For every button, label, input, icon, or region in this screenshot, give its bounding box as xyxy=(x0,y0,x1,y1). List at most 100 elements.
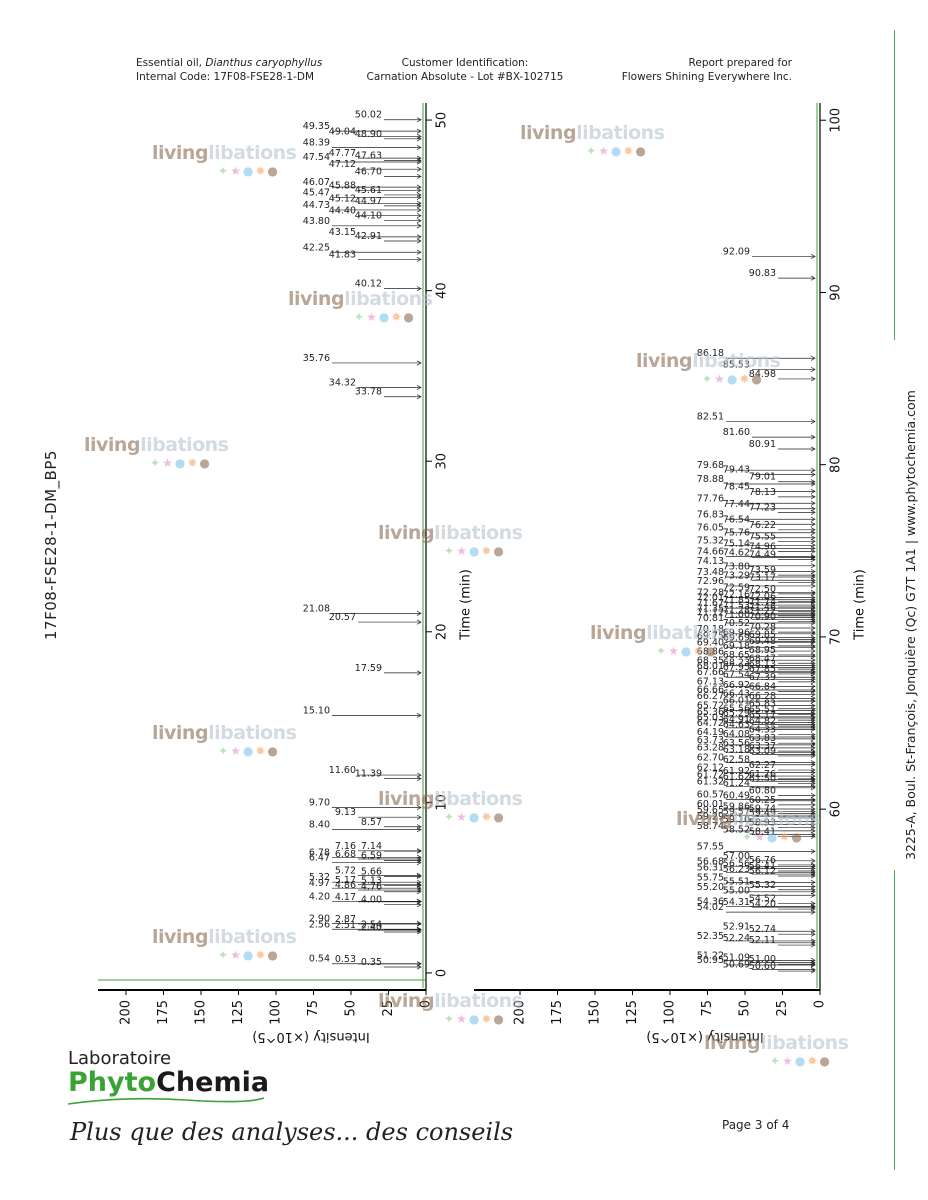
peak-arrow xyxy=(416,155,422,161)
peak-label: 52.91 xyxy=(723,921,750,932)
peak-label: 65.36 xyxy=(697,707,724,718)
peak-label: 74.96 xyxy=(749,541,776,552)
peak-label: 71.85 xyxy=(723,595,750,606)
peak-label: 71.35 xyxy=(697,604,724,615)
time-tick-label: 90 xyxy=(829,284,844,301)
peak-label: 42.91 xyxy=(355,231,382,242)
peak-label: 66.84 xyxy=(749,681,776,692)
time-tick-label: 70 xyxy=(829,629,844,646)
peak-label: 2.54 xyxy=(361,920,382,931)
peak-label: 57.55 xyxy=(697,841,724,852)
peak-arrow xyxy=(810,962,816,968)
peak-arrow xyxy=(416,200,422,206)
peak-label: 47.63 xyxy=(355,150,382,161)
peak-label: 6.78 xyxy=(309,847,330,858)
peak-label: 61.92 xyxy=(723,766,750,777)
peak-arrow xyxy=(416,920,422,926)
peak-arrow xyxy=(810,629,816,635)
peak-arrow xyxy=(810,608,816,614)
intensity-tick-label: 50 xyxy=(344,1000,359,1017)
lab-logo-chemia: Chemia xyxy=(156,1067,270,1098)
peak-label: 68.35 xyxy=(697,655,724,666)
peak-label: 70.52 xyxy=(723,618,750,629)
peak-label: 72.01 xyxy=(697,592,724,603)
peak-arrow xyxy=(416,360,422,366)
header-sample-info: Essential oil, Dianthus caryophyllus Int… xyxy=(136,56,322,84)
peak-arrow xyxy=(416,854,422,860)
peak-label: 58.74 xyxy=(697,821,724,832)
peak-label: 7.14 xyxy=(361,841,382,852)
peak-label: 64.19 xyxy=(697,727,724,738)
peak-label: 11.60 xyxy=(329,765,356,776)
peak-arrow xyxy=(416,192,422,198)
peak-label: 63.37 xyxy=(749,741,776,752)
peak-label: 68.95 xyxy=(749,645,776,656)
peak-arrow xyxy=(810,648,816,654)
peak-arrow xyxy=(810,892,816,898)
peak-label: 67.13 xyxy=(697,676,724,687)
peak-label: 59.86 xyxy=(723,802,750,813)
peak-label: 50.60 xyxy=(749,961,776,972)
peak-label: 43.80 xyxy=(303,216,330,227)
peak-arrow xyxy=(416,879,422,885)
peak-arrow xyxy=(810,957,816,963)
peak-label: 77.23 xyxy=(749,502,776,513)
peak-label: 68.01 xyxy=(697,661,724,672)
peak-arrow xyxy=(810,773,816,779)
peak-arrow xyxy=(810,657,816,663)
header-oil-species: Dianthus caryophyllus xyxy=(205,57,323,69)
peak-arrow xyxy=(810,494,816,500)
peak-arrow xyxy=(810,366,816,372)
peak-label: 71.53 xyxy=(723,601,750,612)
peak-label: 51.22 xyxy=(697,950,724,961)
peak-label: 72.16 xyxy=(723,590,750,601)
peak-arrow xyxy=(810,734,816,740)
peak-label: 58.52 xyxy=(723,825,750,836)
peak-label: 64.91 xyxy=(723,715,750,726)
time-tick-label: 20 xyxy=(435,624,450,641)
peak-arrow xyxy=(810,500,816,506)
peak-arrow xyxy=(810,676,816,682)
peak-label: 60.49 xyxy=(723,791,750,802)
peak-label: 60.25 xyxy=(749,795,776,806)
peak-label: 55.32 xyxy=(749,880,776,891)
peak-arrow xyxy=(416,776,422,782)
peak-label: 59.57 xyxy=(723,807,750,818)
peak-label: 0.53 xyxy=(335,954,356,965)
peak-label: 4.17 xyxy=(335,892,356,903)
peak-arrow xyxy=(810,589,816,595)
peak-arrow xyxy=(416,872,422,878)
peak-arrow xyxy=(416,213,422,219)
slogan: Plus que des analyses... des conseils xyxy=(70,1118,514,1146)
peak-label: 5.13 xyxy=(361,875,382,886)
peak-label: 46.07 xyxy=(303,177,330,188)
peak-arrow xyxy=(416,117,422,123)
peak-label: 0.35 xyxy=(361,957,382,968)
peak-arrow xyxy=(810,960,816,966)
peak-arrow xyxy=(416,873,422,879)
peak-label: 55.00 xyxy=(723,885,750,896)
peak-arrow xyxy=(810,848,816,854)
intensity-tick-label: 0 xyxy=(813,1000,828,1008)
peak-label: 45.12 xyxy=(329,193,356,204)
peak-arrow xyxy=(810,604,816,610)
peak-label: 2.51 xyxy=(335,920,356,931)
peak-label: 11.39 xyxy=(355,769,382,780)
peak-label: 66.27 xyxy=(697,691,724,702)
peak-label: 57.00 xyxy=(723,851,750,862)
peak-label: 49.04 xyxy=(329,126,356,137)
peak-arrow xyxy=(416,610,422,616)
side-divider-top xyxy=(894,30,895,340)
peak-label: 48.90 xyxy=(355,129,382,140)
peak-label: 46.70 xyxy=(355,166,382,177)
peak-label: 50.95 xyxy=(697,955,724,966)
peak-arrow xyxy=(810,506,816,512)
intensity-tick-label: 25 xyxy=(775,1000,790,1017)
intensity-axis-title: Intensity (×10^5) xyxy=(646,1029,763,1044)
peak-label: 2.87 xyxy=(335,914,356,925)
intensity-axis-title: Intensity (×10^5) xyxy=(252,1029,369,1044)
intensity-tick-label: 100 xyxy=(663,1000,678,1025)
peak-label: 0.54 xyxy=(309,954,330,965)
peak-label: 56.56 xyxy=(723,858,750,869)
peak-label: 9.70 xyxy=(309,797,330,808)
